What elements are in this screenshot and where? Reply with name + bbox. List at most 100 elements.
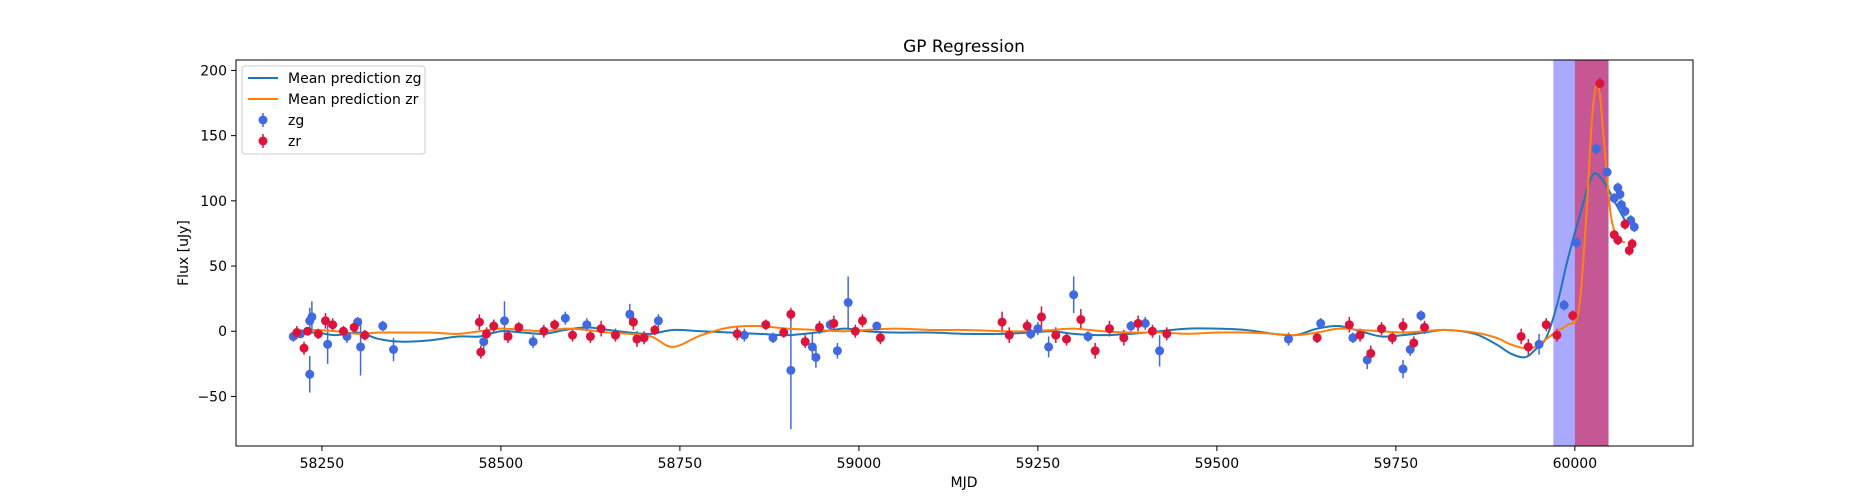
y-tick-label: 0 xyxy=(218,324,227,340)
legend-entry-zr: zr xyxy=(258,134,301,150)
shaded-regions xyxy=(1553,60,1609,446)
point-zr xyxy=(476,347,486,357)
point-zg xyxy=(832,346,842,356)
point-zg xyxy=(1416,311,1426,321)
x-tick-label: 59000 xyxy=(837,456,882,472)
point-zr xyxy=(1387,333,1397,343)
point-zr xyxy=(539,326,549,336)
point-zr xyxy=(1595,78,1605,88)
point-zr xyxy=(1523,342,1533,352)
legend: Mean prediction zg Mean prediction zr zg… xyxy=(241,65,426,155)
point-zg xyxy=(1155,346,1165,356)
x-axis-label: MJD xyxy=(951,475,978,491)
legend-label-zr: zr xyxy=(288,134,301,150)
x-tick-label: 58750 xyxy=(658,456,703,472)
point-zg xyxy=(389,345,399,354)
point-zg xyxy=(479,337,489,347)
point-zg xyxy=(323,339,333,349)
point-zr xyxy=(779,328,789,338)
point-zr xyxy=(1004,330,1014,340)
point-zg xyxy=(528,337,538,347)
point-zg xyxy=(1534,339,1544,349)
point-zr xyxy=(1312,333,1322,343)
data-points-layer xyxy=(288,78,1639,379)
y-tick-label: 50 xyxy=(209,259,227,275)
point-zg xyxy=(307,312,317,322)
point-zg xyxy=(378,321,388,331)
point-zr xyxy=(1613,235,1623,245)
x-tick-label: 60000 xyxy=(1553,456,1598,472)
point-zr xyxy=(1355,330,1365,340)
point-zr xyxy=(610,330,620,340)
point-zg xyxy=(1602,167,1612,177)
point-zr xyxy=(328,320,338,330)
point-zg xyxy=(1591,144,1601,154)
point-zr xyxy=(482,329,492,339)
x-axis-ticks: 58250 58500 58750 59000 59250 59500 59750 60000 xyxy=(300,446,1597,472)
point-zg xyxy=(1044,342,1054,352)
point-zr xyxy=(997,317,1007,327)
point-zr xyxy=(650,325,660,335)
point-zr xyxy=(1036,312,1046,322)
point-zr xyxy=(1516,331,1526,341)
point-zr xyxy=(875,333,885,343)
point-zr xyxy=(1090,346,1100,356)
point-zr xyxy=(568,330,578,340)
point-zr xyxy=(628,317,638,327)
plot-area-frame xyxy=(235,59,1694,447)
point-zr xyxy=(1409,338,1419,348)
point-zr xyxy=(1344,320,1354,330)
point-zg xyxy=(1559,300,1569,310)
y-axis-ticks: −50 0 50 100 150 200 xyxy=(197,63,236,405)
legend-marker-zg xyxy=(258,115,268,125)
y-tick-label: −50 xyxy=(197,389,227,405)
point-zr xyxy=(1620,219,1630,229)
point-zg xyxy=(872,321,882,331)
point-zr xyxy=(761,320,771,330)
legend-entry-mean-zg: Mean prediction zg xyxy=(248,71,422,87)
y-axis-label: Flux [uJy] xyxy=(176,220,192,286)
point-zg xyxy=(1083,331,1093,341)
point-zg xyxy=(807,342,817,352)
point-zr xyxy=(550,320,560,330)
point-zg xyxy=(1316,318,1326,328)
point-zr xyxy=(786,309,796,319)
point-zg xyxy=(1126,321,1136,331)
point-zr xyxy=(857,316,867,326)
line-mean-prediction-zr xyxy=(293,83,1626,350)
point-zr xyxy=(1104,324,1114,334)
point-zg xyxy=(499,316,509,326)
point-zr xyxy=(1366,348,1376,358)
point-zg xyxy=(560,313,570,323)
x-tick-label: 59750 xyxy=(1374,456,1419,472)
point-zg xyxy=(1571,238,1581,248)
point-zg xyxy=(1629,222,1639,232)
point-zr xyxy=(489,321,499,331)
point-zg xyxy=(811,352,821,362)
point-zr xyxy=(1147,326,1157,336)
y-tick-label: 100 xyxy=(200,194,227,210)
point-zr xyxy=(1119,333,1129,343)
point-zr xyxy=(1398,321,1408,331)
point-zr xyxy=(800,337,810,347)
point-zr xyxy=(815,322,825,332)
x-tick-label: 59250 xyxy=(1016,456,1061,472)
point-zr xyxy=(360,330,370,340)
point-zr xyxy=(1627,239,1637,249)
point-zr xyxy=(1541,320,1551,330)
point-zg xyxy=(356,342,366,352)
point-zr xyxy=(299,343,309,353)
point-zg xyxy=(582,320,592,330)
point-zr xyxy=(303,326,313,336)
point-zg xyxy=(305,369,315,379)
point-zr xyxy=(338,326,348,336)
point-zg xyxy=(768,333,778,343)
point-zg xyxy=(625,309,635,319)
point-zg xyxy=(1348,333,1358,343)
point-zr xyxy=(292,328,302,338)
legend-label-mean-zg: Mean prediction zg xyxy=(288,71,422,87)
point-zg xyxy=(1026,329,1036,339)
point-zg xyxy=(1140,318,1150,328)
point-zr xyxy=(1568,311,1578,321)
